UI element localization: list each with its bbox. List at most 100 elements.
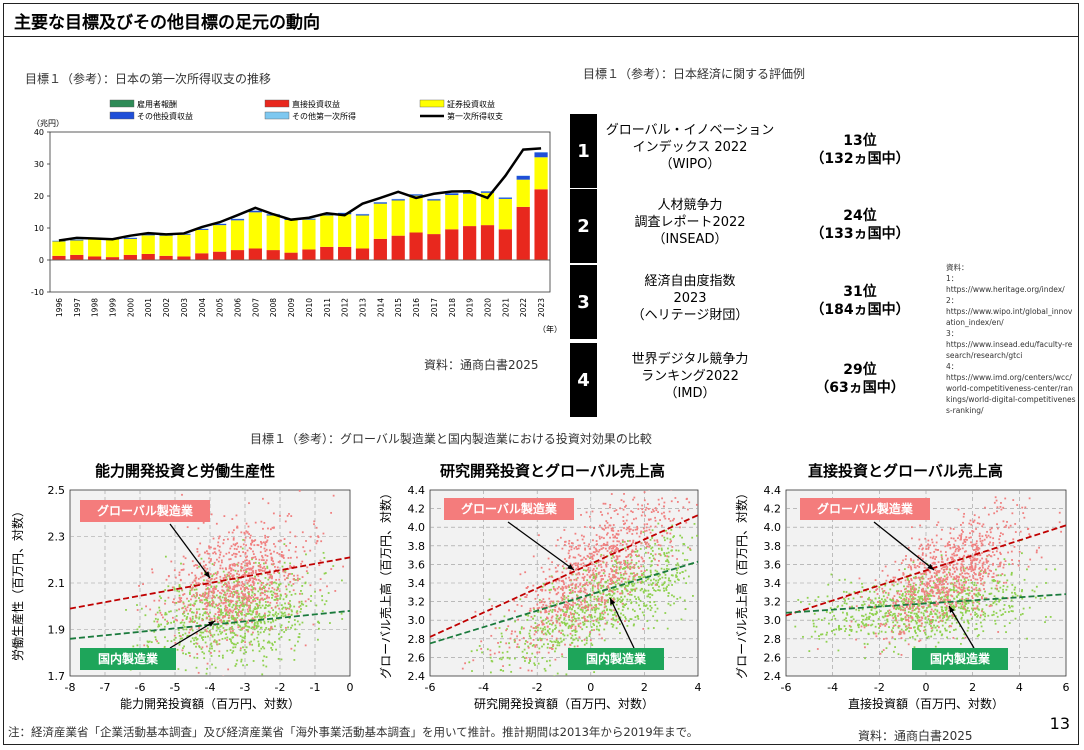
data-point (596, 617, 599, 620)
data-point (916, 627, 919, 630)
data-point (878, 627, 881, 629)
data-point (268, 573, 271, 576)
data-point (532, 555, 535, 558)
data-point (258, 643, 260, 646)
data-point (237, 564, 239, 567)
data-point (639, 576, 642, 579)
data-point (648, 518, 651, 521)
data-point (587, 566, 590, 569)
data-point (897, 590, 900, 592)
data-point (911, 619, 914, 621)
data-point (588, 515, 591, 518)
data-point (287, 568, 290, 570)
data-point (621, 591, 624, 594)
data-point (254, 616, 256, 618)
reference-line: https://www.imd.org/centers/wcc/world-co… (946, 373, 1076, 415)
data-point (909, 614, 912, 617)
data-point (265, 559, 268, 562)
data-point (887, 610, 889, 613)
y-tick-label: 2.8 (764, 633, 782, 646)
data-point (525, 596, 528, 599)
data-point (177, 600, 180, 603)
data-point (602, 554, 605, 557)
data-point (615, 547, 618, 550)
data-point (313, 520, 316, 523)
data-point (981, 610, 983, 613)
data-point (926, 621, 929, 624)
data-point (890, 611, 892, 614)
bar-segment (463, 193, 477, 227)
data-point (592, 554, 595, 557)
data-point (229, 564, 232, 566)
rank-name-line: 経済自由度指数 (644, 274, 736, 289)
data-point (289, 605, 292, 607)
data-point (543, 601, 546, 604)
data-point (581, 609, 584, 611)
data-point (242, 538, 245, 541)
data-point (941, 617, 944, 620)
data-point (543, 667, 546, 670)
data-point (288, 607, 291, 610)
data-point (189, 604, 192, 607)
data-point (267, 628, 270, 630)
data-point (226, 606, 229, 609)
data-point (602, 593, 605, 596)
data-point (528, 662, 530, 664)
rank-value: 29位 （63ヵ国中） (800, 361, 920, 397)
data-point (240, 628, 242, 631)
data-point (261, 673, 264, 676)
data-point (242, 608, 244, 611)
bar-segment (463, 192, 477, 194)
data-point (315, 542, 318, 545)
data-point (606, 543, 609, 546)
data-point (192, 586, 194, 589)
data-point (271, 557, 274, 560)
data-point (923, 573, 926, 575)
data-point (613, 566, 616, 568)
data-point (296, 577, 299, 580)
data-point (275, 595, 278, 598)
data-point (953, 597, 955, 600)
data-point (593, 615, 596, 618)
data-point (959, 607, 962, 610)
data-point (178, 590, 181, 593)
data-point (583, 535, 585, 538)
data-point (193, 588, 196, 591)
data-point (286, 577, 289, 580)
data-point (808, 650, 811, 653)
data-point (219, 611, 222, 614)
data-point (618, 566, 621, 569)
data-point (936, 629, 938, 632)
data-point (249, 608, 251, 610)
data-point (227, 616, 230, 619)
data-point (637, 575, 640, 578)
data-point (242, 593, 244, 595)
data-point (667, 561, 670, 564)
data-point (595, 562, 598, 565)
data-point (667, 551, 670, 554)
data-point (949, 588, 952, 591)
data-point (625, 572, 628, 575)
data-point (185, 653, 187, 656)
data-point (871, 613, 874, 616)
data-point (614, 581, 617, 584)
data-point (234, 606, 237, 609)
data-point (597, 573, 600, 575)
data-point (231, 625, 233, 628)
data-point (857, 624, 859, 627)
data-point (577, 607, 580, 610)
data-point (181, 649, 184, 652)
data-point (916, 591, 919, 594)
data-point (556, 644, 559, 647)
data-point (272, 512, 275, 515)
data-point (198, 594, 201, 596)
data-point (618, 561, 621, 564)
data-point (554, 609, 556, 611)
data-point (208, 557, 210, 560)
data-point (547, 620, 550, 623)
data-point (1033, 590, 1036, 593)
data-point (191, 615, 194, 618)
data-point (256, 622, 259, 625)
data-point (210, 645, 213, 648)
data-point (222, 542, 225, 545)
